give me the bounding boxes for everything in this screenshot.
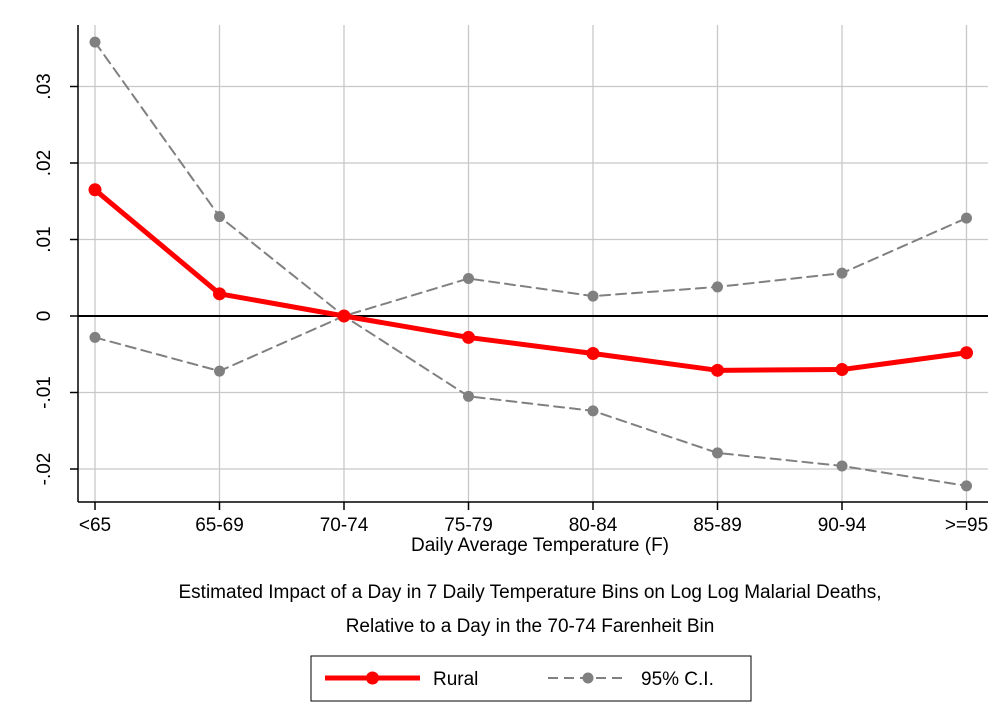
series-point-1 xyxy=(214,211,225,223)
legend-swatch-marker xyxy=(366,671,379,685)
x-tick-label: 85-89 xyxy=(693,515,742,536)
series-point-0 xyxy=(337,309,351,323)
series-point-1 xyxy=(712,447,723,459)
series-point-0 xyxy=(462,330,475,344)
series-point-0 xyxy=(711,363,724,377)
x-tick-label: 80-84 xyxy=(569,515,618,536)
legend-swatch-marker xyxy=(582,672,594,684)
y-tick-label: .01 xyxy=(34,226,55,252)
series-point-1 xyxy=(89,36,101,48)
series-point-2 xyxy=(961,212,972,224)
series-point-1 xyxy=(836,460,848,472)
series-point-0 xyxy=(960,346,973,360)
series-point-2 xyxy=(836,267,848,279)
y-tick-label: -.02 xyxy=(34,453,55,486)
series-point-1 xyxy=(587,405,599,417)
x-tick-label: 70-74 xyxy=(320,515,369,536)
caption-line-2: Relative to a Day in the 70-74 Farenheit… xyxy=(346,616,715,637)
series-point-0 xyxy=(835,363,849,377)
series-point-1 xyxy=(961,480,972,492)
legend-label: Rural xyxy=(433,669,478,690)
series-point-2 xyxy=(463,273,474,285)
x-tick-label: 90-94 xyxy=(818,515,867,536)
series-point-2 xyxy=(214,365,225,377)
series-line-2 xyxy=(94,217,968,373)
series-line-0 xyxy=(92,187,969,373)
grid-lines xyxy=(78,25,988,502)
x-tick-label: <65 xyxy=(79,515,111,536)
x-tick-label: 65-69 xyxy=(195,515,244,536)
y-axis-ticks: -.02 -.01 0 .01 .02 .03 xyxy=(34,73,78,485)
legend: Rural 95% C.I. xyxy=(310,655,752,702)
legend-label: 95% C.I. xyxy=(641,669,714,690)
legend-items: Rural 95% C.I. xyxy=(325,669,714,690)
series-point-0 xyxy=(213,287,226,301)
series-point-0 xyxy=(88,183,102,197)
x-axis-label: Daily Average Temperature (F) xyxy=(411,535,669,556)
series-point-2 xyxy=(89,331,101,343)
series-line-1 xyxy=(94,41,968,487)
series-point-0 xyxy=(586,346,600,360)
y-tick-label: 0 xyxy=(34,311,55,322)
x-tick-label: >=95 xyxy=(945,515,988,536)
caption-line-1: Estimated Impact of a Day in 7 Daily Tem… xyxy=(179,582,882,603)
series-point-2 xyxy=(587,290,599,302)
series-point-2 xyxy=(712,281,723,293)
series-point-1 xyxy=(463,390,474,402)
x-axis-ticks: <65 65-69 70-74 75-79 80-84 85-89 90-94 >=95 xyxy=(79,502,988,536)
y-tick-label: .03 xyxy=(34,73,55,99)
x-tick-label: 75-79 xyxy=(444,515,493,536)
series-layer xyxy=(88,36,973,492)
y-tick-label: -.01 xyxy=(34,376,55,409)
y-tick-label: .02 xyxy=(34,150,55,176)
